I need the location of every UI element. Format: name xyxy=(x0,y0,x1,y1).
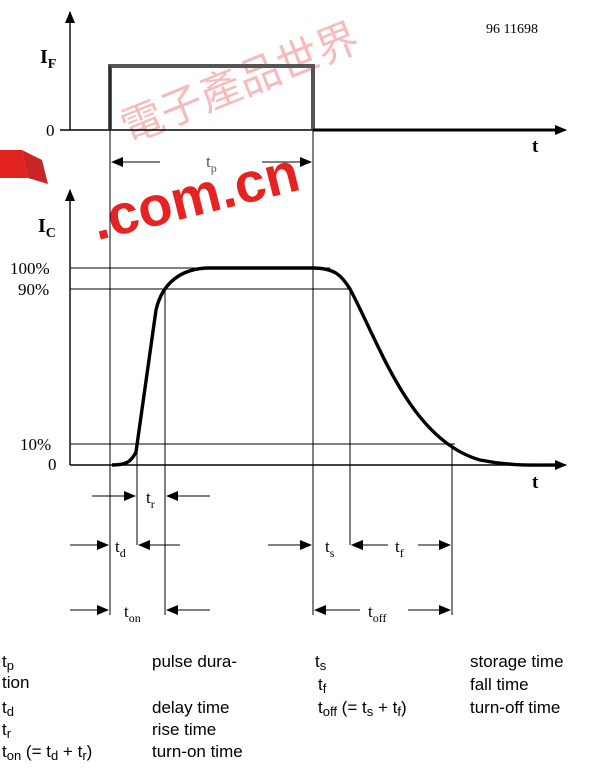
level-90: 90% xyxy=(18,280,49,299)
top-y-label: IF xyxy=(40,46,56,72)
svg-text:.com.cn: .com.cn xyxy=(85,140,306,252)
legend-tr-desc: rise time xyxy=(152,720,217,739)
legend-tp-symbol: tp xyxy=(2,652,14,673)
tp-label: tp xyxy=(206,152,217,175)
legend-tp-desc: pulse dura- xyxy=(152,652,238,671)
ts-label: ts xyxy=(325,537,335,560)
tf-label: tf xyxy=(395,537,404,560)
legend-tf-desc: fall time xyxy=(470,675,529,694)
legend-tr-symbol: tr xyxy=(2,720,12,741)
legend-toff-desc: turn-off time xyxy=(470,698,561,717)
bottom-y-label: IC xyxy=(38,215,56,241)
interval-annotations: tr td ts tf ton toff xyxy=(70,488,451,625)
top-plot: IF 0 t tp xyxy=(40,11,567,175)
level-10: 10% xyxy=(20,435,51,454)
legend-td-symbol: td xyxy=(2,698,14,719)
top-zero-label: 0 xyxy=(46,121,55,140)
watermark: 電子產品世界 .com.cn xyxy=(0,13,366,252)
td-label: td xyxy=(115,537,126,560)
legend-tion: tion xyxy=(2,673,30,692)
tr-label: tr xyxy=(146,488,155,511)
legend-ton-symbol: ton (= td + tr) xyxy=(2,742,93,763)
legend-toff-symbol: toff (= ts + tf) xyxy=(318,698,407,719)
ton-label: ton xyxy=(124,602,141,625)
bottom-plot: IC t 100% 90% 10% 0 xyxy=(10,66,567,615)
legend-ton-desc: turn-on time xyxy=(152,742,243,761)
legend-ts-desc: storage time xyxy=(470,652,564,671)
legend-ts-symbol: ts xyxy=(315,652,327,673)
level-0: 0 xyxy=(48,455,57,474)
bottom-x-label: t xyxy=(532,472,539,493)
svg-text:電子產品世界: 電子產品世界 xyxy=(114,13,366,153)
top-x-label: t xyxy=(532,136,539,157)
ic-waveform xyxy=(111,266,561,467)
level-100: 100% xyxy=(10,259,50,278)
figure-id: 96 11698 xyxy=(486,22,538,37)
legend-tf-symbol: tf xyxy=(318,675,327,696)
legend-td-desc: delay time xyxy=(152,698,230,717)
toff-label: toff xyxy=(368,602,387,625)
